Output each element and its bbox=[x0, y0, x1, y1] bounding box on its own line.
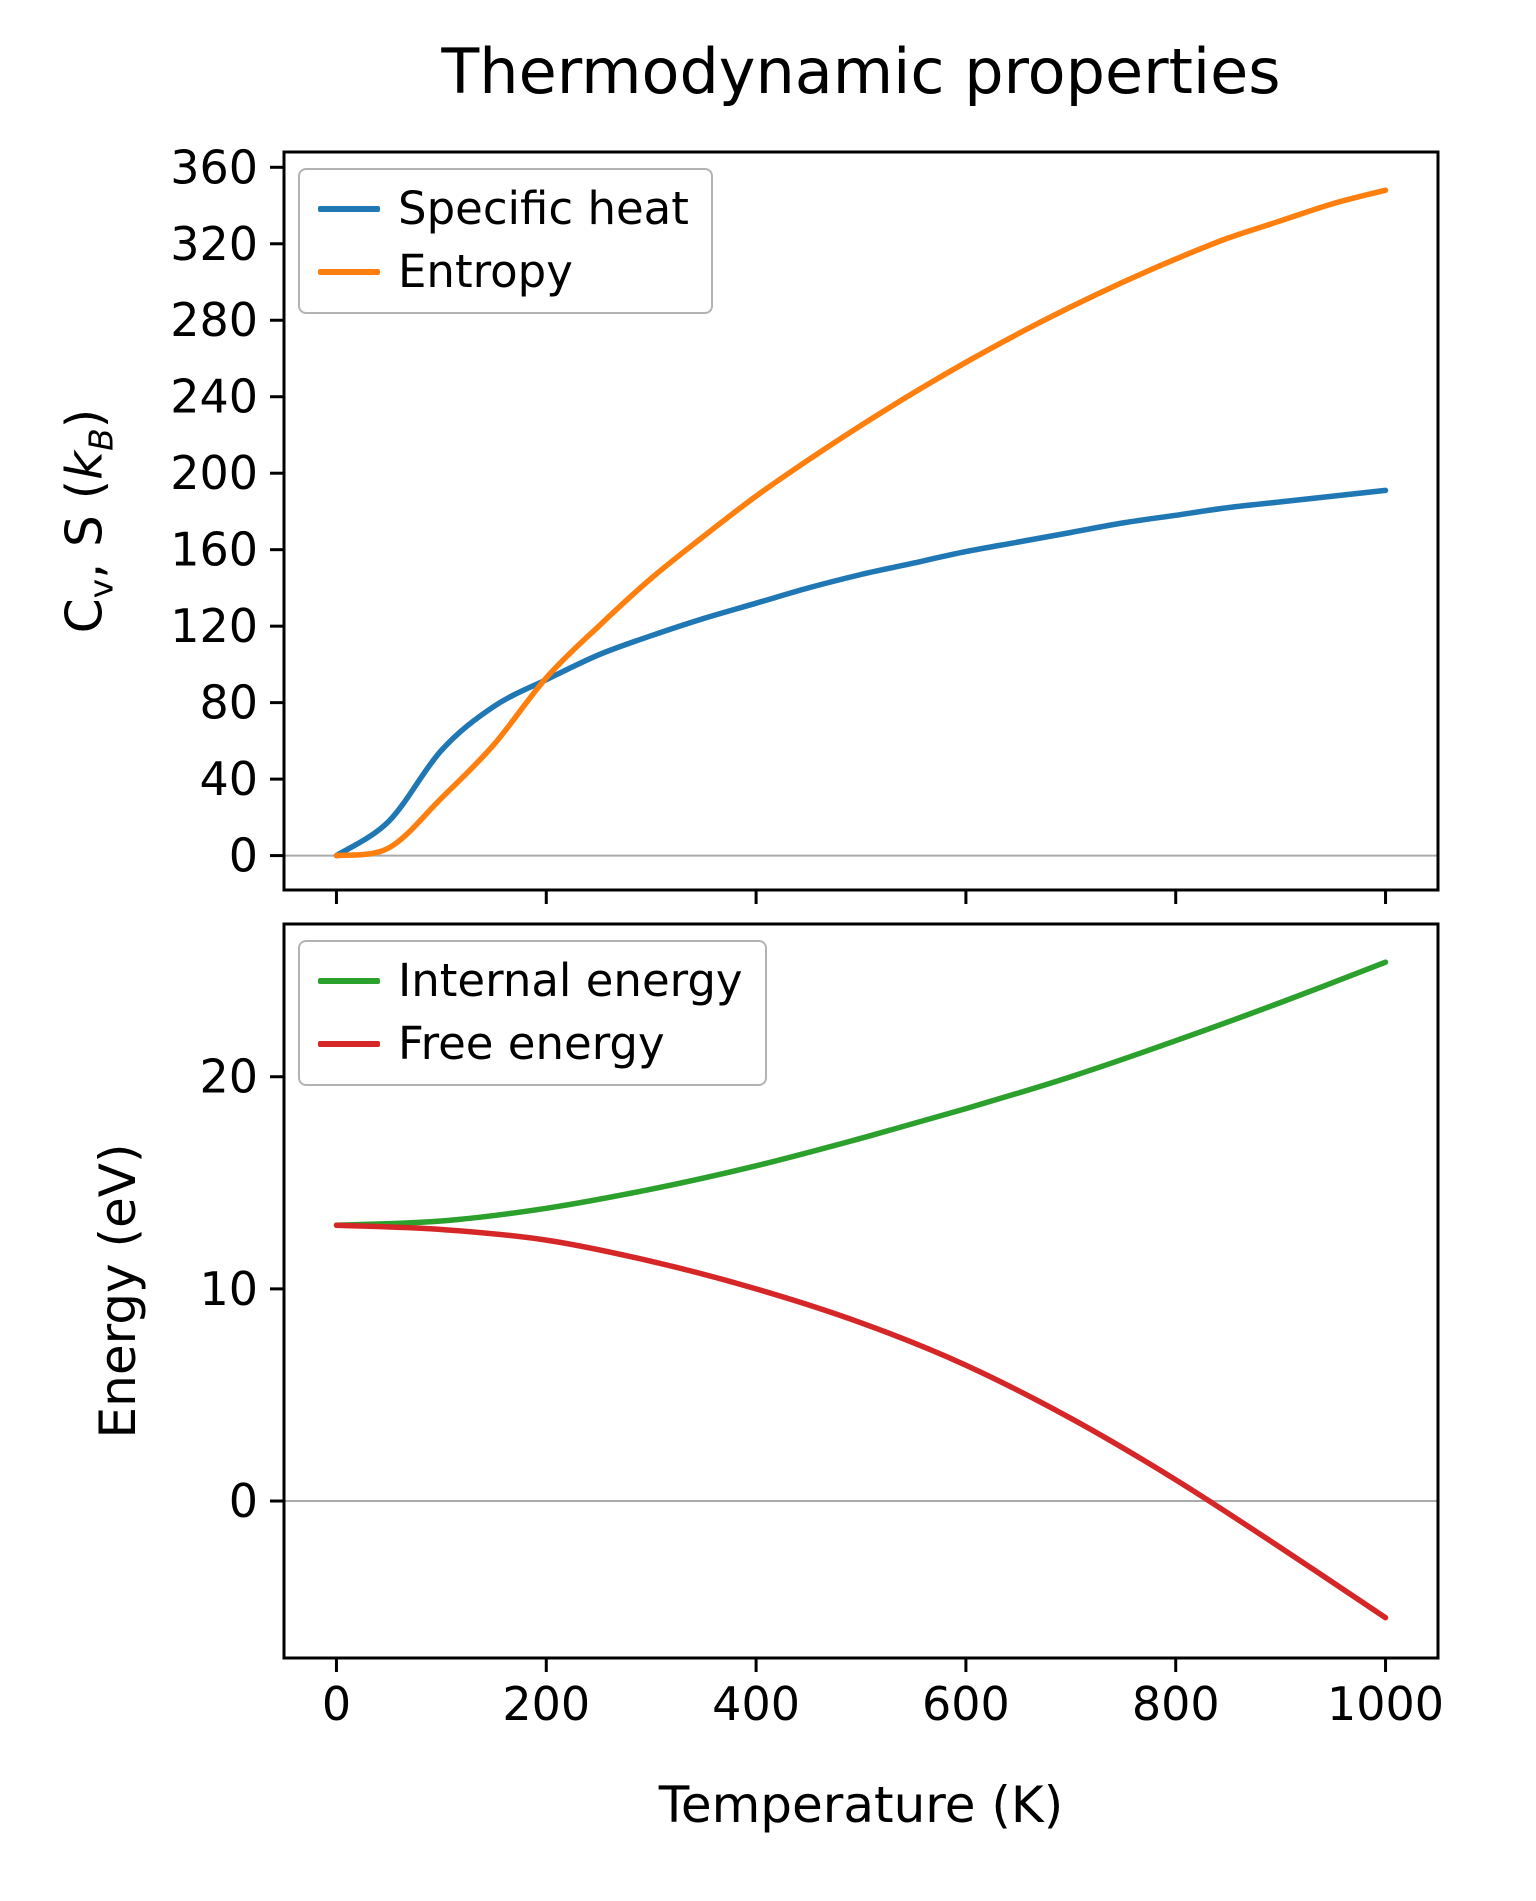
bottom-y-axis-label: Energy (eV) bbox=[89, 1143, 147, 1439]
svg-text:200: 200 bbox=[170, 446, 258, 500]
legend-label-entropy: Entropy bbox=[398, 245, 573, 299]
svg-text:0: 0 bbox=[322, 1677, 351, 1731]
ylabel-text: C bbox=[55, 598, 114, 634]
ylabel-sub-v: v bbox=[81, 578, 121, 599]
top-legend: Specific heat Entropy bbox=[298, 168, 713, 315]
svg-text:280: 280 bbox=[170, 293, 258, 347]
ylabel-text: , S ( bbox=[55, 479, 114, 579]
ylabel-text: ) bbox=[55, 408, 114, 429]
svg-text:200: 200 bbox=[502, 1677, 590, 1731]
chart-title: Thermodynamic properties bbox=[441, 35, 1281, 108]
legend-item-internal-energy: Internal energy bbox=[318, 954, 743, 1007]
svg-text:400: 400 bbox=[712, 1677, 800, 1731]
svg-text:240: 240 bbox=[170, 370, 258, 424]
svg-text:320: 320 bbox=[170, 217, 258, 271]
legend-item-free-energy: Free energy bbox=[318, 1017, 743, 1070]
legend-item-specific-heat: Specific heat bbox=[318, 182, 689, 235]
svg-text:0: 0 bbox=[229, 829, 258, 883]
internal-energy-line-swatch bbox=[318, 977, 380, 984]
svg-text:800: 800 bbox=[1132, 1677, 1220, 1731]
svg-text:0: 0 bbox=[229, 1474, 258, 1528]
svg-text:120: 120 bbox=[170, 599, 258, 653]
ylabel-k-italic: k bbox=[55, 450, 114, 480]
svg-text:1000: 1000 bbox=[1327, 1677, 1444, 1731]
specific-heat-line-swatch bbox=[318, 205, 380, 212]
ylabel-sub-b: B bbox=[81, 428, 121, 451]
legend-item-entropy: Entropy bbox=[318, 245, 689, 298]
svg-text:80: 80 bbox=[199, 676, 258, 730]
svg-text:10: 10 bbox=[199, 1262, 258, 1316]
svg-text:160: 160 bbox=[170, 523, 258, 577]
legend-label-internal-energy: Internal energy bbox=[398, 954, 743, 1007]
legend-label-free-energy: Free energy bbox=[398, 1017, 665, 1071]
free-energy-line-swatch bbox=[318, 1040, 380, 1047]
bottom-legend: Internal energy Free energy bbox=[298, 940, 767, 1087]
svg-text:600: 600 bbox=[922, 1677, 1010, 1731]
top-y-axis-label: Cv, S (kB) bbox=[56, 409, 121, 634]
svg-text:360: 360 bbox=[170, 140, 258, 194]
entropy-line-swatch bbox=[318, 268, 380, 275]
legend-label-specific-heat: Specific heat bbox=[398, 182, 689, 235]
svg-text:40: 40 bbox=[199, 752, 258, 806]
svg-text:20: 20 bbox=[199, 1050, 258, 1104]
x-axis-label: Temperature (K) bbox=[658, 1776, 1064, 1834]
